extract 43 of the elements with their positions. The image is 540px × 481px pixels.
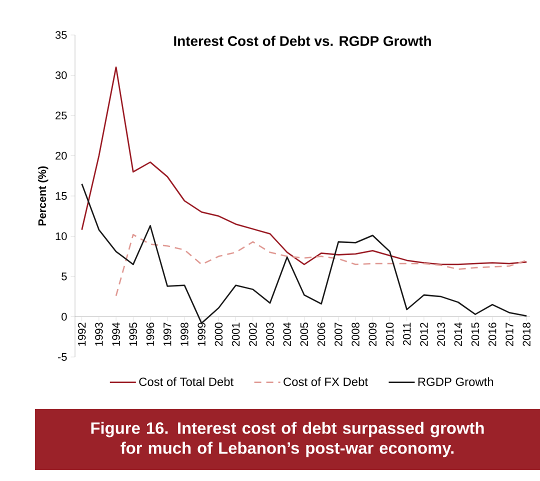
x-tick-label: 1998	[180, 322, 188, 346]
x-tick-label: 1997	[164, 322, 172, 346]
caption: Figure 16. Interest cost of debt surpassed growth for much of Lebanon’s post-war economy.	[91, 422, 484, 458]
y-tick-label: -5	[58, 353, 67, 361]
y-tick-label: 5	[62, 272, 67, 280]
y-tick-label: 10	[56, 232, 67, 240]
x-tick-label: 2018	[522, 322, 530, 346]
x-tick-label: 2005	[300, 322, 308, 346]
x-tick-label: 1992	[78, 322, 86, 346]
x-tick-label: 2008	[352, 322, 360, 346]
line-series	[81, 183, 528, 324]
x-tick-label: 2013	[437, 322, 445, 346]
legend-label: RGDP Growth	[418, 377, 494, 386]
y-tick-label: 20	[56, 152, 67, 160]
x-tick-label: 2014	[454, 322, 462, 346]
x-tick-label: 1996	[146, 322, 154, 346]
x-tick-label: 2000	[214, 322, 223, 346]
y-axis-title: Percent (%)	[38, 166, 48, 226]
x-tick-label: 2012	[420, 322, 428, 346]
y-tick-label: 15	[56, 192, 67, 200]
x-tick-label: 1993	[95, 322, 103, 346]
y-tick-label: 30	[55, 71, 67, 80]
x-tick-label: 2016	[488, 322, 496, 346]
x-tick-label: 2010	[386, 322, 394, 346]
x-tick-label: 2004	[283, 322, 291, 346]
x-tick-label: 1994	[112, 322, 120, 346]
y-tick-label: 35	[55, 31, 67, 39]
legend-label: Cost of FX Debt	[284, 377, 368, 386]
x-tick-label: 2007	[334, 322, 342, 346]
legend-label: Cost of Total Debt	[139, 377, 234, 386]
x-tick-label: 2017	[506, 322, 514, 346]
x-tick-label: 2003	[266, 322, 274, 346]
x-tick-label: 2011	[402, 322, 411, 346]
x-tick-label: 2001	[232, 322, 240, 346]
x-tick-label: 2006	[317, 322, 326, 346]
y-tick-label: 0	[62, 312, 67, 321]
chart-title: Interest Cost of Debt vs. RGDP Growth	[174, 36, 431, 46]
x-tick-label: 2002	[249, 322, 257, 346]
y-tick-label: 25	[56, 112, 67, 120]
x-tick-label: 2009	[368, 322, 377, 346]
x-tick-label: 2015	[471, 322, 480, 346]
x-tick-label: 1999	[198, 322, 206, 346]
x-tick-label: 1995	[129, 322, 138, 346]
